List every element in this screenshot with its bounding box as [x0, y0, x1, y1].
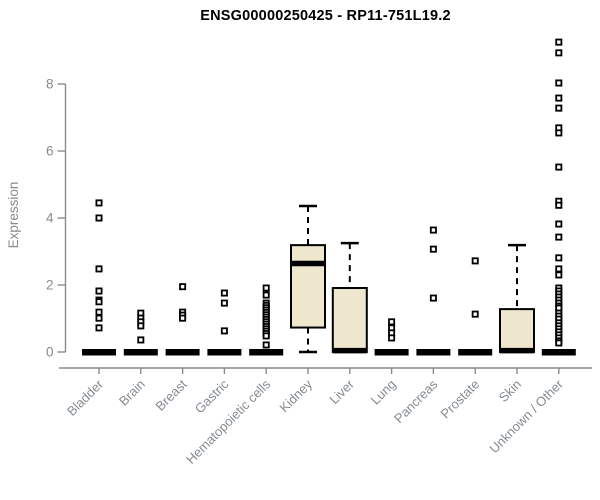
outlier-point	[262, 291, 270, 299]
outlier-point	[555, 254, 563, 262]
outlier-point	[137, 336, 145, 344]
outlier-point	[95, 324, 103, 332]
x-axis-category-label: Gastric	[192, 376, 232, 416]
x-axis-category-label: Pancreas	[391, 376, 441, 426]
x-axis-category-label: Lung	[368, 377, 399, 408]
outlier-point	[95, 287, 103, 295]
outlier-point	[95, 199, 103, 207]
outlier-point	[555, 163, 563, 171]
outlier-point	[555, 38, 563, 46]
outlier-point	[555, 220, 563, 228]
outlier-point	[429, 226, 437, 234]
x-axis-category-label: Breast	[153, 376, 190, 413]
outlier-point	[429, 294, 437, 302]
outlier-point	[555, 271, 563, 279]
outlier-point	[555, 79, 563, 87]
chart-title: ENSG00000250425 - RP11-751L19.2	[200, 8, 451, 24]
collapsed-box	[207, 349, 242, 356]
collapsed-box	[82, 349, 116, 356]
x-axis-category-label: Prostate	[437, 377, 482, 422]
x-axis-category-label: Kidney	[276, 376, 315, 415]
collapsed-box	[249, 349, 284, 356]
outlier-point	[95, 265, 103, 273]
outlier-point	[471, 310, 479, 318]
outlier-point	[95, 314, 103, 322]
outlier-point	[262, 341, 270, 349]
x-axis-category-label: Liver	[326, 376, 357, 407]
x-axis-category-label: Bladder	[64, 376, 107, 419]
outlier-point	[555, 201, 563, 209]
outlier-point	[220, 289, 228, 297]
outlier-point	[179, 314, 187, 322]
y-axis-tick-label: 2	[46, 278, 54, 293]
collapsed-box	[541, 349, 576, 356]
y-axis-tick-label: 0	[46, 345, 54, 360]
box	[499, 308, 535, 353]
outlier-point	[262, 284, 270, 292]
outlier-point	[555, 49, 563, 57]
outlier-point	[555, 265, 563, 273]
x-axis-category-label: Brain	[116, 377, 148, 409]
collapsed-box	[458, 349, 493, 356]
y-axis-tick-label: 6	[46, 144, 54, 159]
collapsed-box	[165, 349, 200, 356]
x-axis-category-label: Skin	[496, 377, 524, 405]
outlier-point	[262, 332, 270, 340]
outlier-point	[555, 339, 563, 347]
y-axis-tick-label: 4	[46, 211, 54, 226]
y-axis-tick-label: 8	[46, 77, 54, 92]
outlier-point	[555, 104, 563, 112]
outlier-point	[555, 233, 563, 241]
x-axis-category-label: Unknown / Other	[486, 376, 566, 456]
outlier-point	[429, 245, 437, 253]
outlier-point	[555, 129, 563, 137]
outlier-point	[555, 94, 563, 102]
outlier-point	[95, 214, 103, 222]
collapsed-box	[123, 349, 158, 356]
box	[331, 287, 368, 354]
outlier-point	[95, 298, 103, 306]
outlier-point	[220, 299, 228, 307]
outlier-point	[220, 327, 228, 335]
box	[290, 244, 326, 329]
collapsed-box	[416, 349, 451, 356]
outlier-point	[471, 257, 479, 265]
collapsed-box	[374, 349, 409, 356]
outlier-point	[388, 318, 396, 326]
outlier-point	[137, 322, 145, 330]
outlier-point	[95, 308, 103, 316]
outlier-point	[179, 283, 187, 291]
outlier-point	[388, 334, 396, 342]
